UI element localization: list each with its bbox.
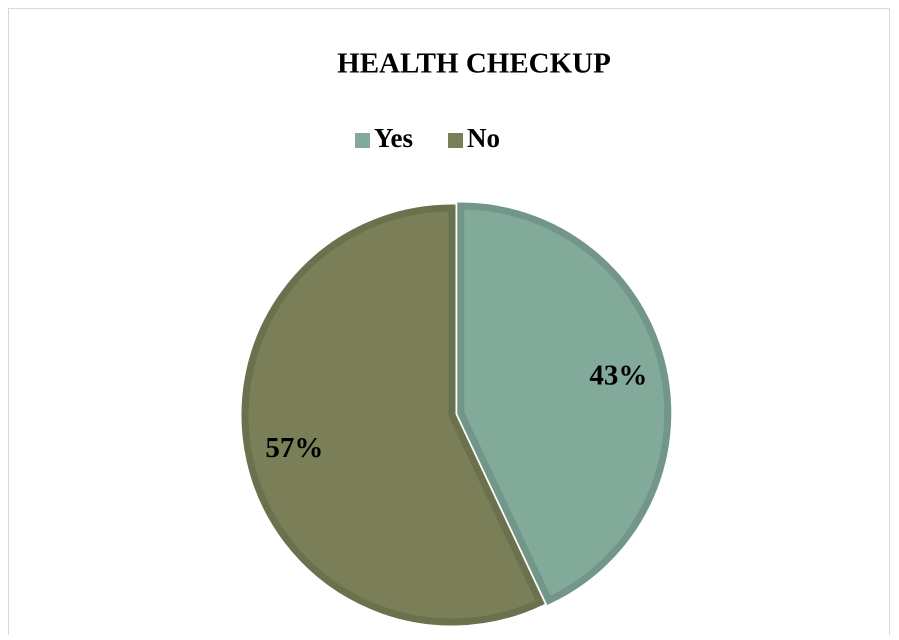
pie-slice: [241, 204, 545, 626]
pie-slice: [457, 202, 672, 605]
legend-swatch: [355, 133, 370, 148]
legend-swatch: [448, 133, 463, 148]
data-label: 43%: [589, 359, 647, 391]
chart-title: HEALTH CHECKUP: [337, 48, 611, 80]
legend-label: Yes: [374, 123, 413, 153]
data-label: 57%: [265, 432, 323, 464]
legend-label: No: [467, 123, 500, 153]
